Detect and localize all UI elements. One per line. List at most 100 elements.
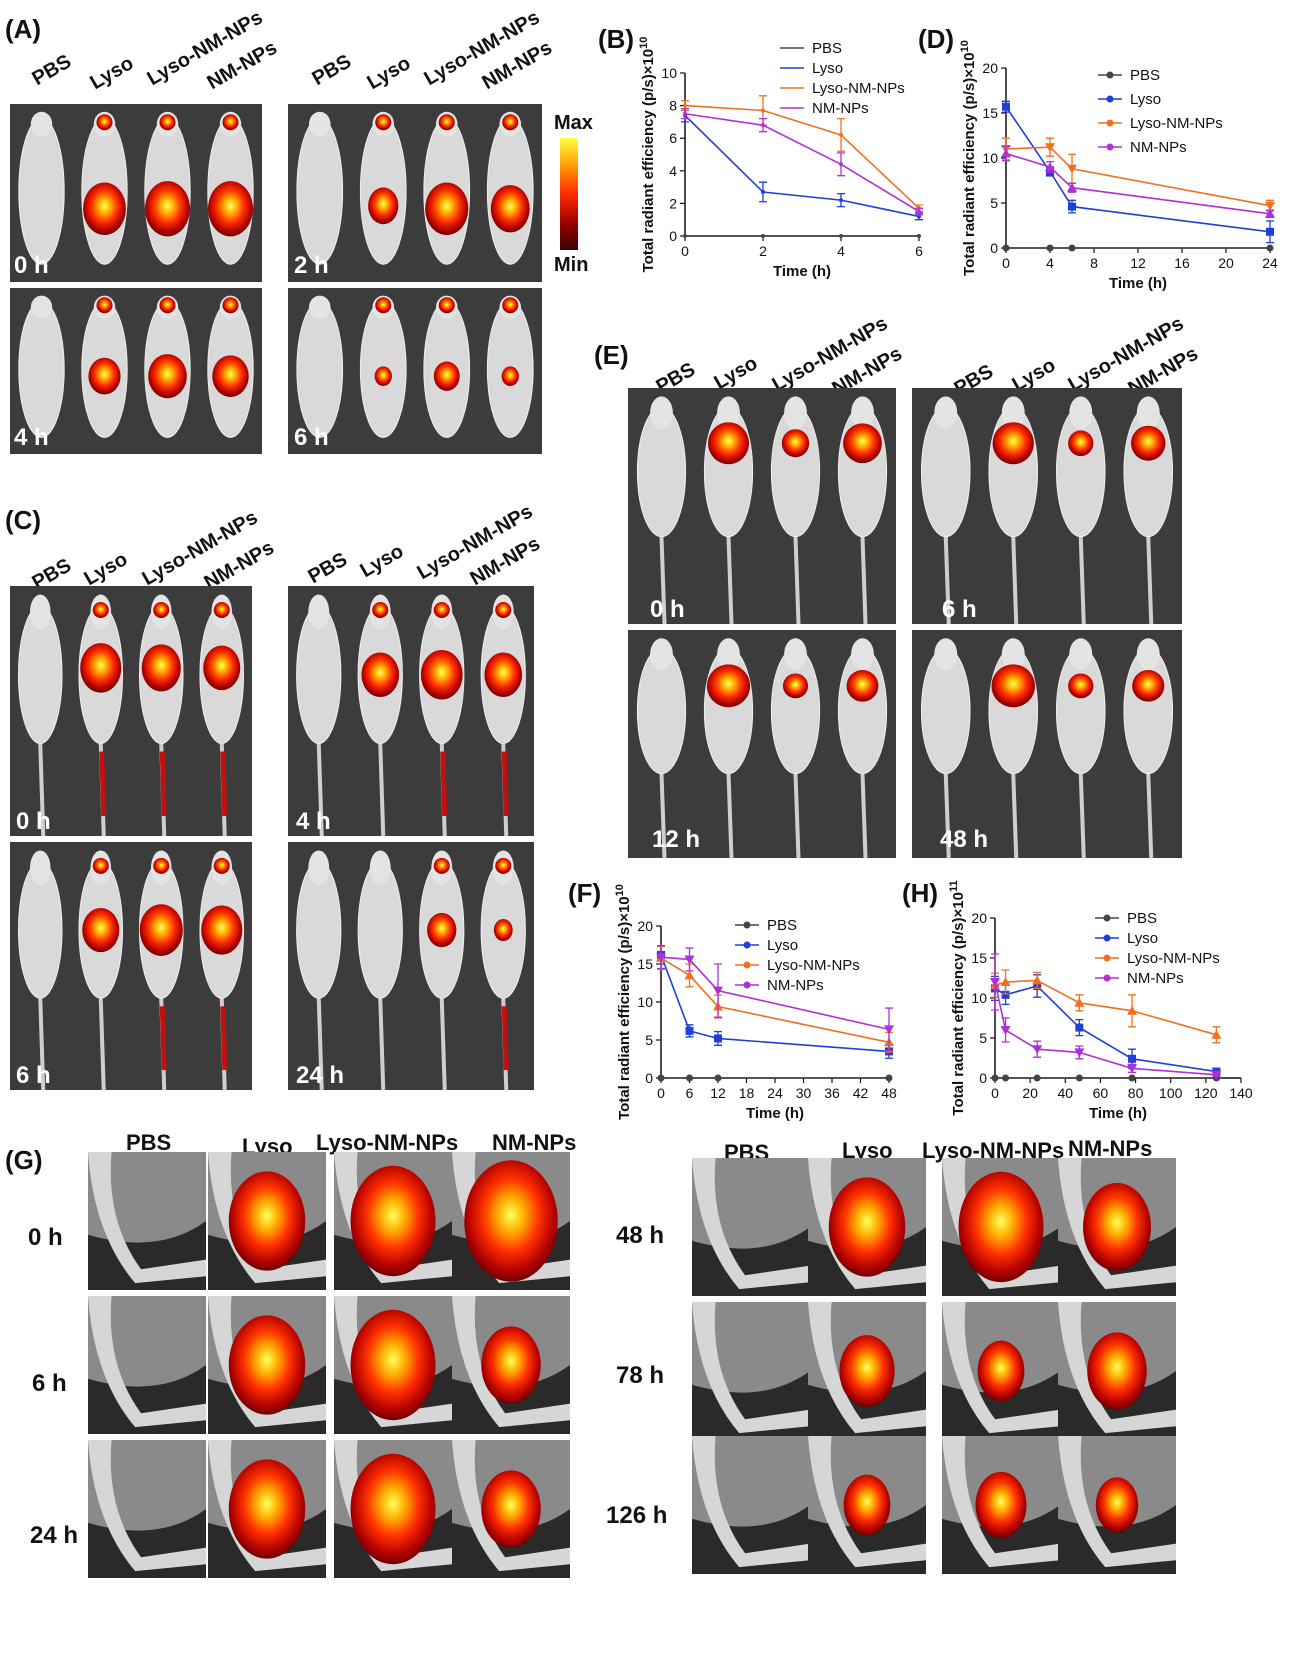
- fluorescence-signal: [958, 1171, 1044, 1283]
- data-point: [1067, 182, 1077, 192]
- panel-label-f: (F): [568, 878, 602, 908]
- paw-image: [942, 1158, 1060, 1296]
- data-point: [1128, 1074, 1136, 1082]
- fluorescence-signal: [159, 114, 176, 131]
- imaging-frame: [288, 842, 534, 1090]
- time-label: 0 h: [14, 252, 49, 279]
- chart-d: 0 5 10 15 20 0 4 8 12 16 20 24 Time (h) Total radiant…: [959, 40, 1278, 292]
- x-tick-label: 60: [1093, 1085, 1109, 1101]
- mouse-head: [29, 850, 51, 886]
- x-tick-label: 140: [1229, 1085, 1253, 1101]
- fluorescence-signal: [438, 297, 455, 314]
- data-point: [683, 234, 687, 238]
- fluorescence-signal: [145, 181, 190, 237]
- legend-entry: Lyso: [767, 937, 798, 954]
- chart-h: 0 5 10 15 20 0 20 40 60 80 100 120 140 Time (h) Total …: [948, 880, 1253, 1122]
- mouse-head: [784, 638, 807, 671]
- y-tick-label: 10: [982, 150, 998, 166]
- mouse-head: [851, 638, 874, 671]
- y-tick-label: 20: [982, 60, 998, 76]
- legend-entry: Lyso: [1127, 930, 1158, 947]
- data-point: [917, 209, 921, 214]
- x-tick-label: 30: [796, 1085, 812, 1101]
- time-label: 4 h: [296, 808, 331, 835]
- legend-entry: NM-NPs: [767, 977, 824, 994]
- mouse-body: [18, 300, 65, 438]
- paw-image: [334, 1152, 452, 1290]
- fluorescence-signal: [493, 918, 513, 942]
- data-point: [1068, 244, 1076, 252]
- data-point: [713, 986, 723, 996]
- legend-marker: [1106, 71, 1114, 79]
- mouse-head: [1001, 396, 1025, 430]
- mouse-tail: [1011, 536, 1019, 624]
- mouse-head: [851, 396, 874, 430]
- colorbar-max-label: Max: [554, 112, 593, 134]
- data-point: [1211, 1029, 1222, 1039]
- x-tick-label: 24: [1262, 255, 1278, 271]
- imaging-frame: [10, 586, 252, 836]
- x-tick-label: 4: [837, 243, 845, 259]
- fluorescence-signal: [1131, 425, 1166, 461]
- legend-entry: PBS: [812, 40, 842, 57]
- mouse-tail: [1078, 773, 1086, 858]
- mice-image: [296, 850, 526, 1090]
- x-tick-label: 6: [686, 1085, 694, 1101]
- fluorescence-signal: [228, 1459, 306, 1559]
- mouse-head: [784, 396, 807, 430]
- colorbar: [560, 138, 578, 250]
- fluorescence-signal: [228, 1171, 306, 1271]
- series-line: [994, 981, 1217, 1076]
- imaging-frame: [912, 630, 1182, 858]
- data-point: [684, 970, 695, 980]
- fluorescence-signal: [201, 905, 243, 955]
- mouse-tail: [659, 773, 667, 858]
- fluorescence-signal: [828, 1177, 906, 1277]
- mouse-tail: [378, 743, 386, 836]
- mouse-head: [1069, 396, 1093, 430]
- fluorescence-signal: [203, 645, 241, 691]
- paw-image: [452, 1296, 570, 1434]
- series-line: [684, 112, 920, 213]
- time-label: 0 h: [28, 1224, 63, 1251]
- mouse-tail: [1146, 536, 1154, 624]
- mouse-head: [717, 638, 740, 671]
- paw-image: [88, 1296, 206, 1434]
- fluorescence-signal: [707, 422, 750, 465]
- time-label: 24 h: [296, 1062, 345, 1089]
- fluorescence-signal: [372, 602, 389, 618]
- group-label: PBS: [304, 548, 352, 589]
- paw-image: [692, 1158, 810, 1296]
- data-point: [683, 111, 687, 116]
- mouse-tail: [726, 536, 734, 624]
- mouse-body: [296, 300, 344, 438]
- fluorescence-signal: [501, 751, 509, 817]
- mice-image: [296, 594, 526, 836]
- data-point: [1045, 143, 1055, 153]
- data-point: [1002, 1074, 1010, 1082]
- fluorescence-signal: [212, 355, 249, 397]
- mice-image: [18, 111, 254, 265]
- panel-label-a: (A): [5, 14, 42, 44]
- data-point: [761, 234, 765, 238]
- legend-entry: Lyso: [1130, 91, 1161, 108]
- y-tick-label: 10: [971, 990, 987, 1006]
- data-point: [656, 953, 666, 963]
- series-line: [1005, 146, 1271, 207]
- x-tick-label: 24: [767, 1085, 783, 1101]
- mice-image: [296, 111, 534, 265]
- data-point: [686, 1074, 693, 1082]
- legend-marker: [743, 921, 751, 929]
- data-point: [1211, 1070, 1222, 1080]
- group-header: NM-NPs: [1068, 1136, 1153, 1161]
- fluorescence-signal: [148, 354, 187, 399]
- group-label: Lyso: [356, 540, 408, 583]
- data-point: [839, 132, 843, 137]
- fluorescence-signal: [433, 602, 450, 618]
- mouse-head: [1136, 396, 1160, 430]
- x-tick-label: 20: [1218, 255, 1234, 271]
- mice-image: [18, 295, 254, 438]
- x-tick-label: 4: [1046, 255, 1054, 271]
- legend-entry: PBS: [767, 917, 797, 934]
- time-label: 6 h: [942, 596, 977, 623]
